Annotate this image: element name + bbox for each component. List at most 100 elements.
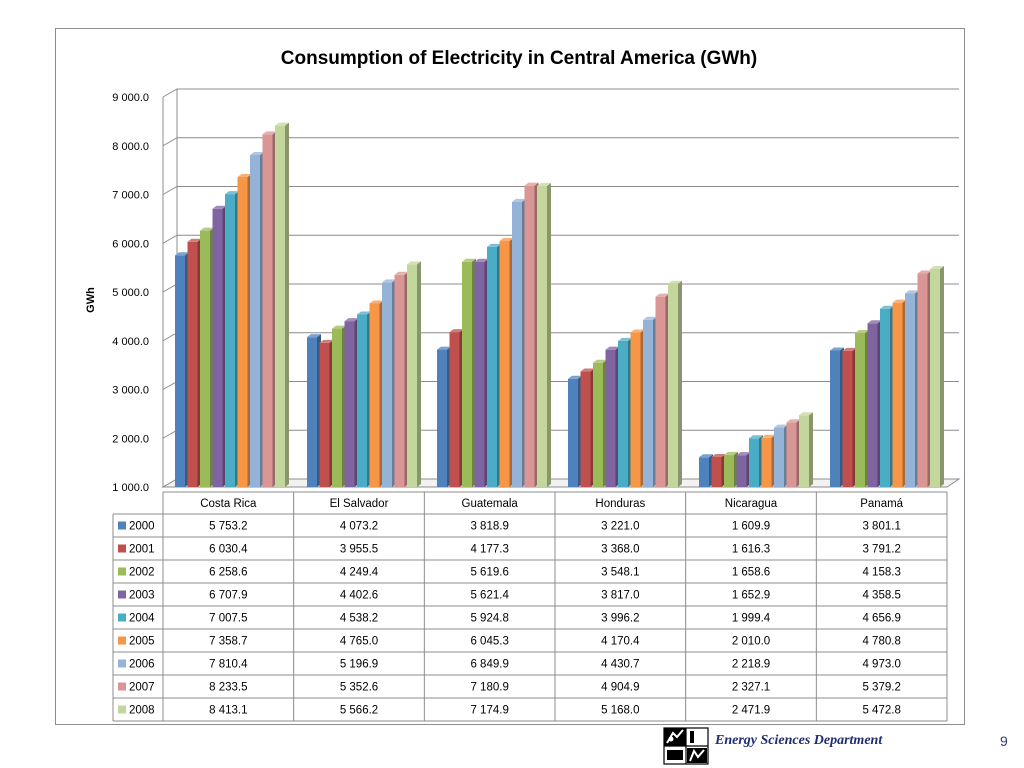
data-label: 1 609.9 [732,521,770,533]
bar-top [487,243,501,247]
data-label: 1 658.6 [732,567,770,579]
bar [930,268,940,487]
y-axis-label: GWh [85,287,97,313]
bar [512,201,522,487]
bar-top [537,182,551,186]
bar-top [749,435,763,439]
data-label: 6 707.9 [209,590,247,602]
bar [711,456,722,487]
data-label: 5 168.0 [601,705,639,717]
bar [487,246,497,487]
bar [175,255,185,487]
bar-top [200,227,214,231]
y-tick-label: 4 000.0 [112,336,149,348]
bar [643,319,653,487]
bar-top [307,334,321,338]
bar [905,293,915,487]
bar-top [605,346,620,350]
bar [655,296,666,487]
bar [344,321,355,487]
y-tick-label: 7 000.0 [112,190,149,202]
bar-top [655,293,670,297]
bar [212,208,223,487]
chart-title: Consumption of Electricity in Central Am… [281,48,757,69]
data-label: 8 413.1 [209,705,247,717]
bar-top [892,299,907,303]
data-label: 7 180.9 [470,682,508,694]
legend-swatch [118,682,126,691]
bar [225,194,235,487]
gridline [162,186,959,195]
data-label: 2 327.1 [732,682,770,694]
bar [262,134,273,487]
bar [618,340,628,487]
bar [880,308,890,487]
bar [499,241,510,487]
bar-top [499,238,514,242]
bar-top [593,359,607,363]
category-label: Honduras [595,498,645,510]
bar [200,230,210,487]
data-label: 4 780.8 [862,636,900,648]
bar [524,185,535,487]
data-label: 4 177.3 [470,544,508,556]
data-label: 3 791.2 [862,544,900,556]
data-label: 8 233.5 [209,682,247,694]
bar-top [512,198,526,202]
category-label: Guatemala [462,498,519,510]
bar-top [225,191,239,195]
bar [394,274,405,487]
legend-swatch [118,705,126,714]
bar [786,422,797,487]
bar-top [568,375,582,379]
bar-top [842,347,857,351]
data-label: 2 218.9 [732,659,770,671]
bar-side [285,122,289,487]
data-label: 2 471.9 [732,705,770,717]
bar [537,185,547,487]
bar [593,362,603,487]
y-tick-label: 8 000.0 [112,141,149,153]
data-label: 5 352.6 [340,682,378,694]
bar [668,283,678,487]
page-number: 9 [1000,733,1008,749]
bar-top [867,320,882,324]
bar-top [830,347,844,351]
data-label: 7 007.5 [209,613,247,625]
data-label: 1 616.3 [732,544,770,556]
bar [462,261,472,487]
data-label: 4 358.5 [862,590,900,602]
bar-top [369,300,384,304]
bar-top [630,329,645,333]
bar-top [711,453,726,457]
bar-top [462,258,476,262]
category-label: Nicaragua [725,498,778,510]
bar-top [668,280,682,284]
data-label: 7 810.4 [209,659,248,671]
data-label: 6 258.6 [209,567,247,579]
bar-top [724,451,738,455]
bar-top [524,182,539,186]
data-label: 3 817.0 [601,590,639,602]
data-label: 5 196.9 [340,659,378,671]
data-label: 3 818.9 [470,521,508,533]
data-label: 5 924.8 [470,613,508,625]
bar-top [382,279,396,283]
bar-top [786,419,801,423]
bar-top [357,311,371,315]
bar [568,378,578,487]
bar [799,415,809,487]
legend-swatch [118,567,126,576]
bar [842,350,853,487]
bar-top [799,412,813,416]
bar-top [332,325,346,329]
bar-top [774,424,788,428]
data-label: 7 174.9 [470,705,508,717]
legend-swatch [118,544,126,553]
data-label: 4 973.0 [862,659,900,671]
bar-top [237,174,252,178]
bar [605,349,616,487]
data-label: 1 999.4 [732,613,771,625]
bar [307,337,317,487]
bar [187,241,198,487]
